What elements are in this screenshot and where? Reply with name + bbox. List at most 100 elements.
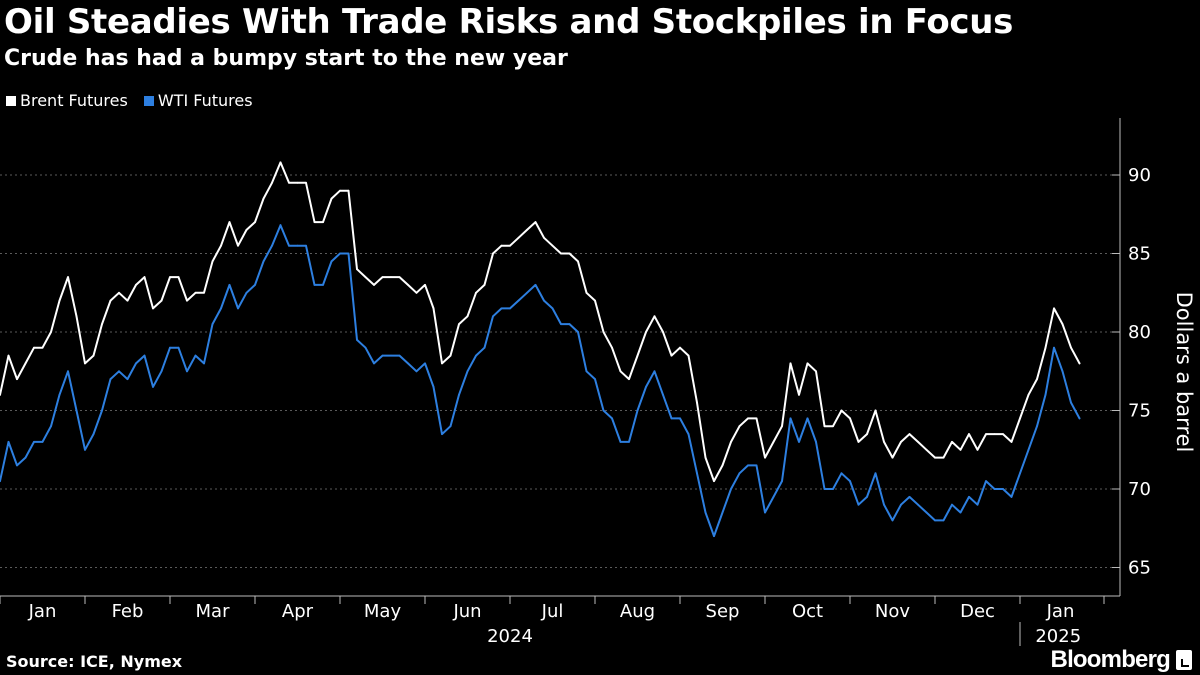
- data-point: [220, 307, 222, 310]
- data-point: [152, 307, 154, 310]
- data-point: [670, 354, 673, 357]
- data-point: [619, 441, 622, 443]
- data-point: [585, 291, 588, 294]
- legend-swatch-brent: [6, 95, 16, 106]
- data-point: [500, 244, 503, 247]
- data-point: [628, 441, 630, 443]
- data-point: [934, 456, 936, 459]
- data-point: [687, 433, 690, 435]
- chart-title: Oil Steadies With Trade Risks and Stockp…: [4, 2, 1014, 42]
- y-tick-label: 70: [1128, 479, 1151, 500]
- data-point: [951, 503, 953, 506]
- data-point: [483, 284, 486, 286]
- data-point: [1070, 401, 1072, 404]
- data-point: [908, 433, 911, 435]
- data-point: [492, 252, 494, 255]
- data-point: [755, 464, 758, 467]
- data-point: [228, 221, 231, 224]
- x-tick-label: Jan: [1046, 601, 1075, 622]
- data-point: [993, 488, 996, 490]
- data-point: [305, 244, 307, 247]
- series-points-brent: [0, 161, 1081, 482]
- data-point: [356, 339, 358, 341]
- x-tick-label: Jun: [452, 601, 481, 622]
- data-point: [245, 291, 248, 294]
- data-point: [322, 284, 324, 286]
- data-point: [194, 354, 197, 357]
- data-point: [449, 354, 452, 357]
- data-point: [560, 323, 562, 325]
- data-point: [619, 370, 622, 373]
- data-point: [50, 331, 52, 333]
- data-point: [50, 425, 52, 428]
- data-point: [543, 236, 545, 239]
- data-point: [330, 197, 333, 200]
- data-point: [143, 354, 146, 357]
- data-point: [891, 519, 894, 522]
- data-point: [41, 346, 44, 349]
- data-point: [475, 291, 477, 294]
- data-point: [271, 244, 273, 247]
- data-point: [203, 362, 205, 365]
- data-point: [560, 252, 562, 255]
- data-point: [126, 378, 129, 380]
- data-point: [279, 161, 282, 164]
- series-line-brent: [0, 161, 1081, 483]
- data-point: [254, 284, 256, 286]
- data-point: [696, 472, 698, 475]
- data-point: [526, 229, 528, 231]
- y-tick-label: 90: [1128, 165, 1151, 186]
- data-point: [713, 535, 715, 537]
- data-point: [1053, 307, 1055, 310]
- data-point: [662, 331, 664, 333]
- data-point: [628, 378, 630, 380]
- data-point: [135, 284, 137, 286]
- data-point: [866, 433, 868, 435]
- data-point: [611, 417, 613, 420]
- data-point: [432, 386, 435, 388]
- data-point: [432, 307, 435, 310]
- data-point: [220, 244, 222, 247]
- series-line-wti: [0, 224, 1081, 538]
- data-point: [517, 299, 520, 302]
- data-point: [823, 425, 826, 428]
- data-point: [169, 346, 171, 349]
- data-point: [908, 496, 911, 498]
- data-point: [330, 260, 333, 263]
- data-point: [1044, 346, 1047, 349]
- y-tick-label: 75: [1128, 401, 1151, 422]
- data-point: [67, 276, 69, 278]
- data-point: [441, 433, 443, 435]
- data-point: [815, 370, 817, 373]
- data-point: [296, 244, 299, 247]
- data-point: [1078, 362, 1081, 365]
- data-point: [747, 417, 749, 420]
- data-point: [271, 181, 273, 184]
- data-point: [1061, 370, 1064, 373]
- data-point: [279, 224, 282, 227]
- x-tick-label: Jul: [541, 601, 564, 622]
- data-point: [900, 503, 902, 506]
- data-point: [543, 299, 545, 302]
- data-point: [169, 276, 171, 278]
- data-point: [407, 284, 409, 286]
- data-point: [92, 433, 95, 435]
- data-point: [101, 323, 103, 325]
- data-point: [118, 291, 120, 294]
- data-point: [832, 488, 834, 490]
- data-point: [942, 519, 945, 522]
- data-point: [534, 284, 537, 286]
- legend: Brent Futures WTI Futures: [6, 91, 253, 110]
- data-point: [883, 441, 885, 443]
- data-point: [109, 299, 112, 302]
- data-point: [415, 370, 418, 373]
- y-tick-label: 80: [1128, 322, 1151, 343]
- data-point: [917, 503, 919, 506]
- data-point: [789, 362, 792, 365]
- data-point: [976, 448, 979, 451]
- data-point: [228, 284, 231, 286]
- x-tick-label: Apr: [282, 601, 314, 622]
- brand-logo: Bloomberg: [1051, 646, 1192, 674]
- data-point: [653, 370, 656, 373]
